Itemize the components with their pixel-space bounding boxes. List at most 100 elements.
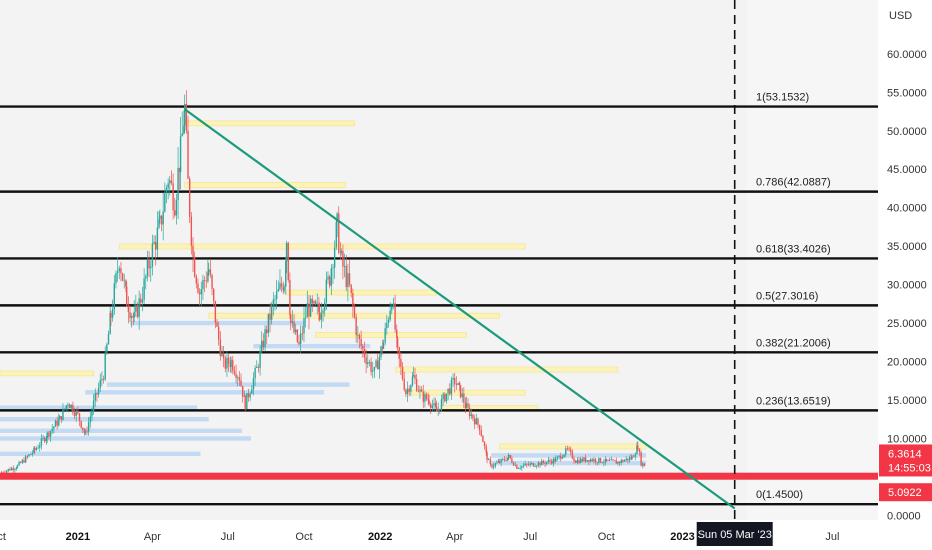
price-candle-body (56, 420, 58, 426)
price-candle-body (111, 309, 114, 318)
fib-level-label: 1(53.1532) (756, 92, 809, 104)
price-candle-body (290, 314, 292, 323)
price-candle-body (381, 346, 384, 349)
price-candle-body (398, 347, 400, 359)
price-candle-body (440, 399, 443, 411)
price-candle-body (320, 313, 323, 320)
price-candle-body (634, 454, 637, 457)
volume-profile-bar (253, 343, 371, 349)
price-candle-body (598, 458, 600, 463)
price-candle-body (487, 459, 490, 461)
y-tick-label: 25.0000 (887, 318, 927, 330)
support-line (0, 472, 878, 480)
price-candle-body (355, 317, 357, 336)
y-tick-label: 45.0000 (887, 164, 927, 176)
price-candle-body (113, 283, 116, 310)
price-candle-body (153, 241, 155, 244)
price-candle-body (53, 426, 55, 429)
price-candle-body (29, 454, 32, 455)
fib-level-label: 0.618(33.4026) (756, 243, 831, 255)
price-candle-body (336, 213, 338, 223)
price-candle-body (143, 278, 145, 300)
price-candle-body (560, 455, 562, 459)
price-candle-body (552, 458, 555, 464)
price-candle-body (311, 298, 313, 304)
price-candle-body (638, 449, 641, 453)
price-candle-body (531, 463, 533, 464)
price-candle-body (31, 452, 34, 455)
price-candle-body (9, 469, 11, 471)
price-candle-body (363, 348, 366, 358)
price-candle-body (314, 301, 317, 305)
price-candle-body (120, 268, 122, 274)
price-candle-body (73, 412, 76, 416)
price-candle-body (291, 321, 294, 323)
price-candle-body (581, 458, 583, 462)
fibonacci-retracement[interactable]: 1(53.1532) 0.786(42.0887) 0.618(33.4026) 0.… (0, 92, 878, 506)
price-tag-text: 14:55:03 (888, 462, 931, 474)
price-candle-body (607, 459, 609, 461)
price-candle-body (12, 468, 14, 470)
price-candle-body (430, 404, 432, 408)
price-candle-body (155, 241, 157, 250)
price-candle-body (449, 388, 451, 395)
fib-level-label: 0.786(42.0887) (756, 177, 831, 189)
price-candle-body (642, 463, 644, 466)
price-candle-body (309, 298, 312, 317)
price-candle-body (174, 210, 176, 216)
price-candle-body (94, 393, 96, 401)
price-candle-body (574, 460, 577, 463)
price-candle-body (82, 427, 84, 430)
price-candle-body (391, 306, 393, 311)
price-candle-body (447, 388, 449, 394)
price-candle-body (156, 227, 159, 250)
price-candle-body (547, 460, 550, 463)
price-candle-body (322, 310, 324, 314)
y-tick-label: 10.0000 (887, 433, 927, 445)
price-candle-body (323, 302, 326, 311)
price-candle-body (328, 276, 331, 286)
price-candle-body (167, 183, 169, 189)
price-candle-body (419, 389, 421, 392)
price-candle-body (643, 463, 646, 467)
price-candle-body (576, 459, 579, 463)
price-candle-body (257, 366, 260, 368)
price-candle-body (417, 390, 419, 392)
price-candle-body (197, 283, 199, 293)
price-candle-body (405, 389, 407, 395)
price-candle-body (213, 288, 215, 301)
y-tick-label: 20.0000 (887, 357, 927, 369)
price-candle-body (512, 462, 515, 466)
price-candle-body (485, 446, 487, 453)
price-candle-body (72, 404, 74, 413)
price-candle-body (132, 315, 135, 318)
price-candle-body (252, 378, 255, 390)
price-candle-body (285, 261, 287, 287)
price-candle-body (202, 279, 204, 290)
price-tag-text: 6.3614 (888, 448, 922, 460)
price-candle-body (214, 300, 217, 323)
axes: 60.0000 55.0000 50.0000 45.0000 40.0000 35.00… (0, 49, 927, 546)
price-candle-body (146, 259, 149, 277)
price-tag-box (879, 444, 932, 477)
y-tick-label: 30.0000 (887, 280, 927, 292)
price-axis-background (878, 0, 932, 520)
price-candle-body (58, 418, 60, 426)
price-candle-body (596, 462, 598, 464)
price-candle-body (342, 250, 344, 267)
price-candle-body (601, 462, 603, 464)
volume-profile-bar (0, 428, 242, 433)
price-candle-body (240, 380, 242, 386)
price-candle-body (507, 455, 510, 458)
price-candle-body (83, 429, 86, 433)
fib-level-label: 0(1.4500) (756, 489, 803, 501)
volume-profile-bar (184, 182, 346, 188)
price-candle-body (308, 303, 310, 317)
price-candle-body (110, 312, 112, 318)
price-candle-body (96, 393, 98, 395)
price-candle-body (233, 370, 236, 374)
price-candle-body (226, 357, 228, 369)
price-candle-body (129, 312, 131, 319)
price-candle-body (330, 268, 333, 286)
